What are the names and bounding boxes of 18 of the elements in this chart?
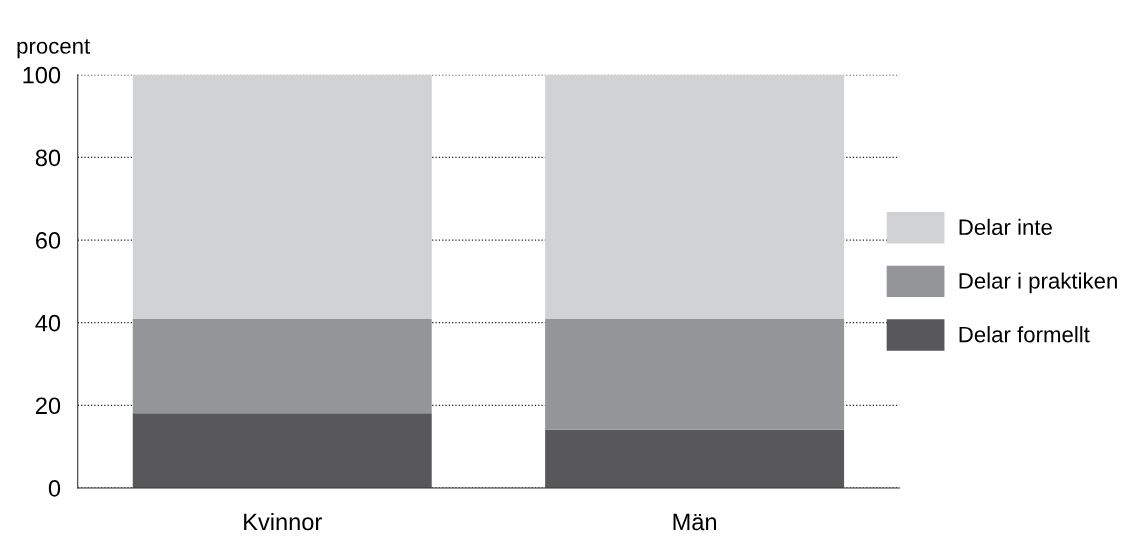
- legend-label: Delar formellt: [959, 326, 1090, 343]
- legend-label: Delar i praktiken: [959, 272, 1117, 294]
- y-tick-label: 100: [23, 66, 61, 84]
- y-tick-label: 60: [36, 232, 61, 249]
- y-tick-label: 0: [48, 480, 61, 497]
- bar: [132, 318, 432, 414]
- y-axis-title: procent: [17, 39, 91, 59]
- legend-label: Delar inte: [959, 218, 1052, 236]
- x-tick-label: Kvinnor: [244, 512, 322, 531]
- x-tick-label: Män: [673, 513, 717, 531]
- bar: [545, 318, 845, 430]
- y-tick-label: 40: [35, 314, 61, 332]
- bar: [545, 429, 845, 488]
- y-tick-label: 20: [35, 397, 61, 415]
- y-tick-label: 80: [35, 149, 61, 167]
- bar: [132, 74, 432, 319]
- bar: [545, 74, 845, 319]
- bar: [132, 413, 432, 488]
